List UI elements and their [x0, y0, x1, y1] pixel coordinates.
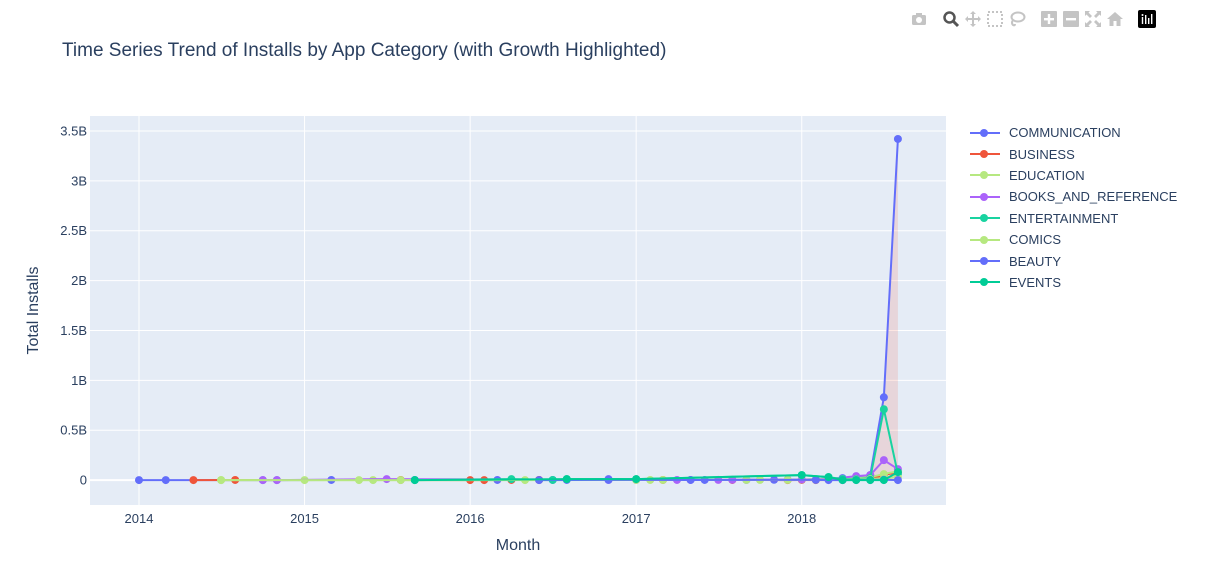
x-tick-label: 2015 — [290, 511, 319, 526]
legend-item-communication[interactable]: COMMUNICATION — [968, 122, 1177, 143]
legend-item-education[interactable]: EDUCATION — [968, 165, 1177, 186]
data-point — [217, 476, 226, 485]
reset-axes-icon[interactable] — [1104, 8, 1126, 30]
plot-area — [90, 116, 946, 505]
y-tick-label: 2.5B — [60, 223, 87, 238]
data-point — [189, 476, 198, 485]
data-point — [824, 473, 833, 482]
data-point — [161, 476, 170, 485]
legend-swatch — [968, 191, 1002, 203]
x-axis-label: Month — [496, 537, 540, 554]
legend-label: ENTERTAINMENT — [1009, 210, 1119, 226]
data-point — [134, 476, 143, 485]
legend-label: BOOKS_AND_REFERENCE — [1009, 189, 1178, 205]
y-tick-label: 0.5B — [60, 423, 87, 438]
y-tick-label: 0 — [80, 473, 87, 488]
data-point — [355, 476, 364, 485]
data-point — [632, 475, 641, 484]
data-point — [396, 476, 405, 485]
legend-swatch — [968, 255, 1002, 267]
legend: COMMUNICATION BUSINESS EDUCATION BOOKS_AND_… — [968, 122, 1177, 293]
x-tick-label: 2018 — [787, 511, 816, 526]
legend-swatch — [968, 276, 1002, 288]
data-point — [893, 476, 902, 485]
data-point — [879, 456, 888, 465]
y-tick-label: 3B — [71, 173, 87, 188]
growth-fills — [870, 138, 898, 481]
axis-ticks: 0 0.5B 1B 1.5B 2B 2.5B 3B 3.5B 2014 2015 2016 2017 2… — [60, 123, 816, 526]
data-point — [879, 405, 888, 414]
legend-label: COMICS — [1009, 232, 1061, 248]
y-tick-label: 1.5B — [60, 323, 87, 338]
lasso-select-icon[interactable] — [1006, 8, 1028, 30]
pan-icon[interactable] — [962, 8, 984, 30]
data-point — [811, 475, 820, 484]
data-point — [797, 471, 806, 480]
legend-item-beauty[interactable]: BEAUTY — [968, 250, 1177, 271]
x-tick-label: 2016 — [456, 511, 485, 526]
data-point — [893, 134, 902, 143]
legend-label: BUSINESS — [1009, 146, 1075, 162]
series-lines — [134, 134, 902, 485]
legend-label: COMMUNICATION — [1009, 125, 1121, 141]
y-axis-label: Total Installs — [25, 266, 42, 354]
data-point — [852, 476, 861, 485]
modebar — [908, 8, 1158, 30]
box-select-icon[interactable] — [984, 8, 1006, 30]
legend-swatch — [968, 127, 1002, 139]
zoom-icon[interactable] — [940, 8, 962, 30]
data-point — [866, 476, 875, 485]
legend-item-comics[interactable]: COMICS — [968, 229, 1177, 250]
data-point — [838, 476, 847, 485]
legend-swatch — [968, 148, 1002, 160]
series-events — [410, 468, 902, 485]
data-point — [879, 476, 888, 485]
zoom-out-icon[interactable] — [1060, 8, 1082, 30]
legend-label: EDUCATION — [1009, 167, 1085, 183]
y-tick-label: 2B — [71, 273, 87, 288]
legend-item-books-and-reference[interactable]: BOOKS_AND_REFERENCE — [968, 186, 1177, 207]
legend-label: BEAUTY — [1009, 253, 1062, 269]
camera-icon[interactable] — [908, 8, 930, 30]
y-tick-label: 1B — [71, 373, 87, 388]
data-point — [410, 476, 419, 485]
legend-swatch — [968, 212, 1002, 224]
x-tick-label: 2017 — [622, 511, 651, 526]
legend-swatch — [968, 234, 1002, 246]
data-point — [879, 393, 888, 402]
x-tick-label: 2014 — [125, 511, 154, 526]
zoom-in-icon[interactable] — [1038, 8, 1060, 30]
legend-item-events[interactable]: EVENTS — [968, 272, 1177, 293]
data-point — [893, 468, 902, 477]
y-tick-label: 3.5B — [60, 123, 87, 138]
legend-item-entertainment[interactable]: ENTERTAINMENT — [968, 208, 1177, 229]
legend-label: EVENTS — [1009, 274, 1062, 290]
data-point — [562, 475, 571, 484]
legend-item-business[interactable]: BUSINESS — [968, 143, 1177, 164]
chart-title: Time Series Trend of Installs by App Cat… — [62, 40, 667, 61]
growth-highlight — [870, 138, 898, 481]
plotly-logo-icon[interactable] — [1136, 8, 1158, 30]
series-line — [414, 471, 899, 482]
autoscale-icon[interactable] — [1082, 8, 1104, 30]
legend-swatch — [968, 169, 1002, 181]
